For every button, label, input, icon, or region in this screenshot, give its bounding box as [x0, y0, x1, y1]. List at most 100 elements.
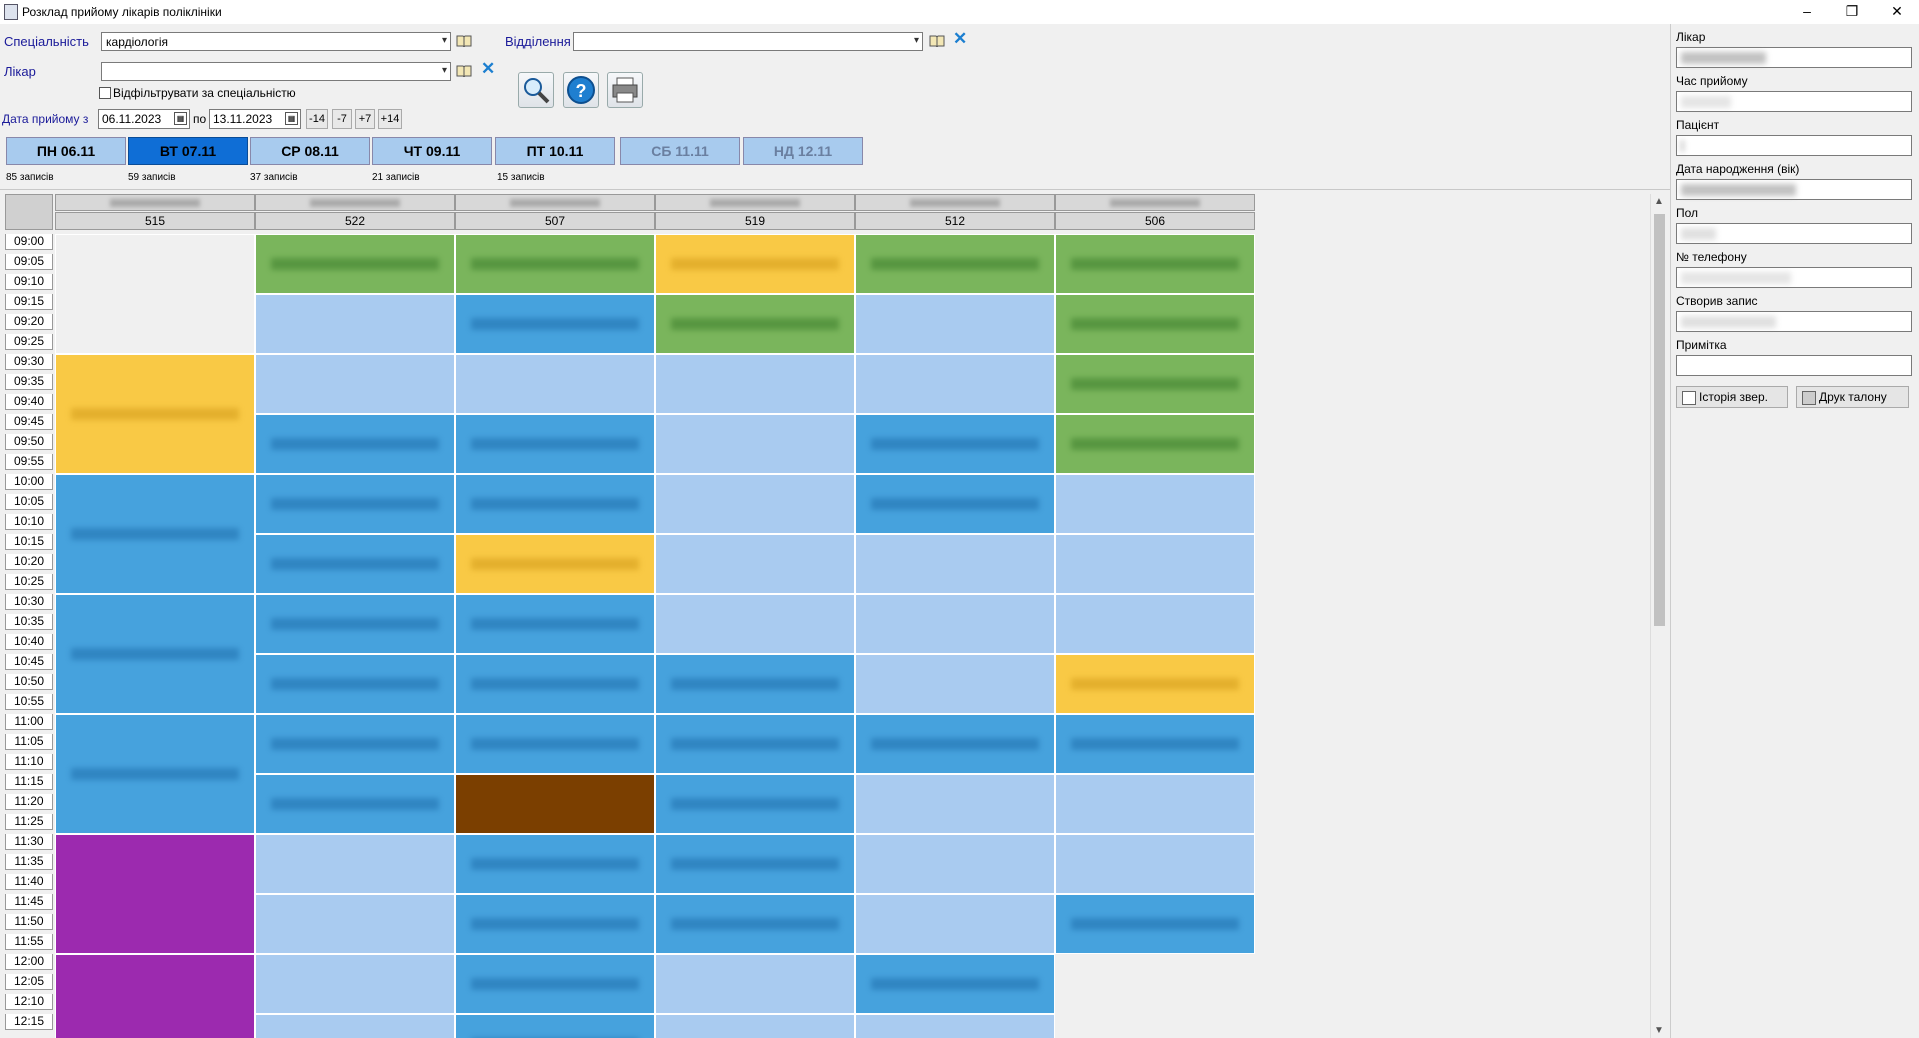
free-slot-cell[interactable]: [1055, 834, 1255, 894]
calendar-icon[interactable]: ▦: [285, 112, 298, 125]
sex-field[interactable]: [1676, 223, 1912, 244]
free-slot-cell[interactable]: [855, 834, 1055, 894]
appointment-cell[interactable]: [255, 654, 455, 714]
patient-field[interactable]: [1676, 135, 1912, 156]
time-field[interactable]: [1676, 91, 1912, 112]
appointment-cell[interactable]: [255, 414, 455, 474]
appointment-cell[interactable]: [255, 534, 455, 594]
search-button[interactable]: [518, 72, 554, 108]
appointment-cell[interactable]: [655, 294, 855, 354]
appointment-cell[interactable]: [1055, 414, 1255, 474]
free-slot-cell[interactable]: [255, 1014, 455, 1038]
free-slot-cell[interactable]: [1055, 594, 1255, 654]
appointment-cell[interactable]: [455, 594, 655, 654]
appointment-cell[interactable]: [1055, 714, 1255, 774]
appointment-cell[interactable]: [455, 234, 655, 294]
appointment-cell[interactable]: [655, 774, 855, 834]
appointment-cell[interactable]: [1055, 234, 1255, 294]
free-slot-cell[interactable]: [655, 1014, 855, 1038]
day-tab-thu[interactable]: ЧТ 09.11: [372, 137, 492, 165]
shift-minus-7-button[interactable]: -7: [332, 109, 352, 129]
appointment-cell[interactable]: [55, 474, 255, 594]
appointment-cell[interactable]: [855, 234, 1055, 294]
book-icon[interactable]: [929, 35, 945, 47]
appointment-cell[interactable]: [855, 414, 1055, 474]
free-slot-cell[interactable]: [255, 834, 455, 894]
shift-plus-14-button[interactable]: +14: [378, 109, 402, 129]
appointment-cell[interactable]: [855, 714, 1055, 774]
day-tab-wed[interactable]: СР 08.11: [250, 137, 370, 165]
date-from-input[interactable]: 06.11.2023 ▦: [98, 109, 190, 129]
appointment-cell[interactable]: [455, 534, 655, 594]
appointment-cell[interactable]: [455, 414, 655, 474]
appointment-cell[interactable]: [655, 894, 855, 954]
appointment-cell[interactable]: [255, 474, 455, 534]
free-slot-cell[interactable]: [655, 954, 855, 1014]
appointment-cell[interactable]: [455, 834, 655, 894]
appointment-cell[interactable]: [455, 294, 655, 354]
restore-button[interactable]: ❐: [1845, 3, 1859, 19]
appointment-cell[interactable]: [455, 954, 655, 1014]
print-ticket-button[interactable]: Друк талону: [1796, 386, 1909, 408]
appointment-cell[interactable]: [55, 594, 255, 714]
slot-cell[interactable]: [55, 834, 255, 954]
appointment-cell[interactable]: [655, 654, 855, 714]
shift-minus-14-button[interactable]: -14: [306, 109, 328, 129]
book-icon[interactable]: [456, 35, 472, 47]
appointment-cell[interactable]: [455, 474, 655, 534]
free-slot-cell[interactable]: [655, 534, 855, 594]
day-tab-mon[interactable]: ПН 06.11: [6, 137, 126, 165]
speciality-select[interactable]: кардіологія ▾: [101, 32, 451, 51]
date-to-input[interactable]: 13.11.2023 ▦: [209, 109, 301, 129]
free-slot-cell[interactable]: [855, 594, 1055, 654]
print-button[interactable]: [607, 72, 643, 108]
scroll-down-icon[interactable]: ▼: [1654, 1025, 1664, 1036]
free-slot-cell[interactable]: [855, 294, 1055, 354]
free-slot-cell[interactable]: [655, 354, 855, 414]
day-tab-fri[interactable]: ПТ 10.11: [495, 137, 615, 165]
shift-plus-7-button[interactable]: +7: [355, 109, 375, 129]
free-slot-cell[interactable]: [655, 474, 855, 534]
doctor-field[interactable]: [1676, 47, 1912, 68]
day-tab-tue[interactable]: ВТ 07.11: [128, 137, 248, 165]
appointment-cell[interactable]: [255, 594, 455, 654]
book-icon[interactable]: [456, 65, 472, 77]
appointment-cell[interactable]: [1055, 654, 1255, 714]
birth-field[interactable]: [1676, 179, 1912, 200]
help-button[interactable]: ?: [563, 72, 599, 108]
appointment-cell[interactable]: [455, 654, 655, 714]
free-slot-cell[interactable]: [855, 1014, 1055, 1038]
appointment-cell[interactable]: [455, 714, 655, 774]
free-slot-cell[interactable]: [255, 894, 455, 954]
free-slot-cell[interactable]: [655, 594, 855, 654]
free-slot-cell[interactable]: [855, 354, 1055, 414]
free-slot-cell[interactable]: [855, 654, 1055, 714]
appointment-cell[interactable]: [55, 714, 255, 834]
filter-speciality-checkbox[interactable]: [99, 87, 111, 99]
free-slot-cell[interactable]: [255, 954, 455, 1014]
appointment-cell[interactable]: [455, 1014, 655, 1038]
scroll-thumb[interactable]: [1654, 214, 1665, 626]
vertical-scrollbar[interactable]: ▲ ▼: [1650, 194, 1668, 1038]
appointment-cell[interactable]: [255, 234, 455, 294]
appointment-cell[interactable]: [255, 774, 455, 834]
appointment-cell[interactable]: [655, 714, 855, 774]
appointment-cell[interactable]: [255, 714, 455, 774]
free-slot-cell[interactable]: [855, 894, 1055, 954]
slot-cell[interactable]: [55, 954, 255, 1038]
created-field[interactable]: [1676, 311, 1912, 332]
slot-cell[interactable]: [455, 774, 655, 834]
free-slot-cell[interactable]: [255, 294, 455, 354]
appointment-cell[interactable]: [1055, 354, 1255, 414]
appointment-cell[interactable]: [1055, 294, 1255, 354]
free-slot-cell[interactable]: [455, 354, 655, 414]
close-button[interactable]: ✕: [1891, 3, 1903, 19]
scroll-up-icon[interactable]: ▲: [1654, 196, 1664, 207]
appointment-cell[interactable]: [655, 234, 855, 294]
phone-field[interactable]: [1676, 267, 1912, 288]
free-slot-cell[interactable]: [655, 414, 855, 474]
note-field[interactable]: [1676, 355, 1912, 376]
free-slot-cell[interactable]: [855, 534, 1055, 594]
department-select[interactable]: ▾: [573, 32, 923, 51]
appointment-cell[interactable]: [55, 354, 255, 474]
